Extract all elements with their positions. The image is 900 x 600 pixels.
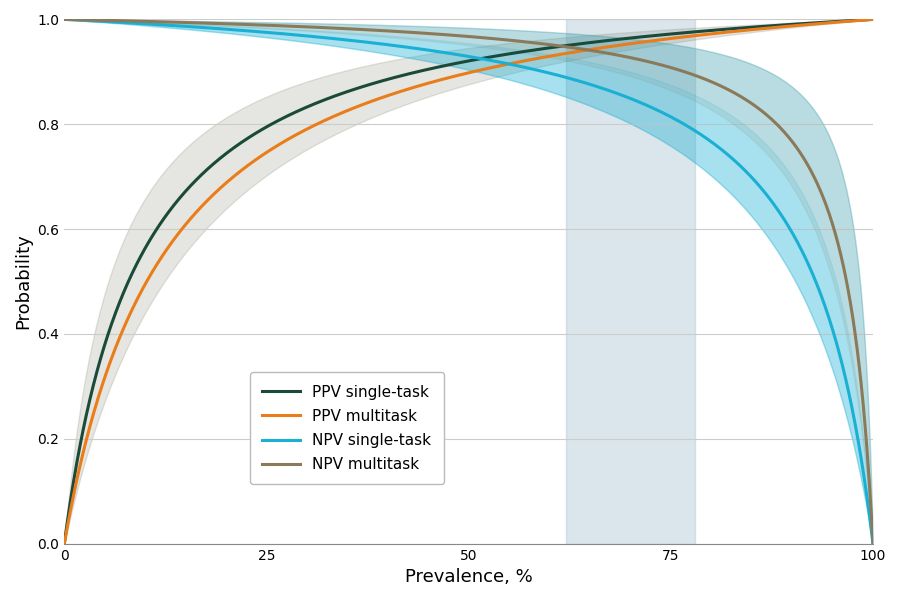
NPV multitask [452,32,463,39]
Line: PPV multitask: PPV multitask [64,19,873,544]
NPV single-task [58,16,69,23]
NPV multitask [100,17,111,24]
PPV single-task [844,17,855,25]
PPV multitask [58,540,69,547]
NPV single-task [431,47,442,55]
PPV single-task [696,28,706,35]
NPV single-task [452,51,463,58]
X-axis label: Prevalence, %: Prevalence, % [405,568,533,586]
PPV multitask [100,371,111,379]
NPV multitask [844,293,855,301]
Legend: PPV single-task, PPV multitask, NPV single-task, NPV multitask: PPV single-task, PPV multitask, NPV sing… [250,373,444,484]
Line: NPV single-task: NPV single-task [64,19,873,544]
PPV multitask [868,16,878,23]
NPV multitask [58,16,69,23]
Bar [565,19,695,544]
PPV single-task [452,59,463,67]
PPV single-task [100,338,111,346]
NPV multitask [843,292,854,299]
NPV multitask [696,74,706,81]
PPV multitask [452,72,463,79]
PPV multitask [844,17,855,25]
PPV single-task [868,16,878,23]
NPV multitask [431,31,442,38]
NPV single-task [843,391,854,398]
PPV single-task [431,64,442,71]
Line: NPV multitask: NPV multitask [64,19,873,544]
PPV single-task [843,17,854,25]
NPV single-task [100,18,111,25]
PPV multitask [431,77,442,85]
PPV multitask [843,17,854,25]
PPV multitask [696,31,706,38]
NPV single-task [844,392,855,400]
NPV multitask [868,540,878,547]
Y-axis label: Probability: Probability [14,233,32,329]
NPV single-task [868,540,878,547]
Line: PPV single-task: PPV single-task [64,19,873,544]
PPV single-task [58,540,69,547]
NPV single-task [696,131,706,138]
